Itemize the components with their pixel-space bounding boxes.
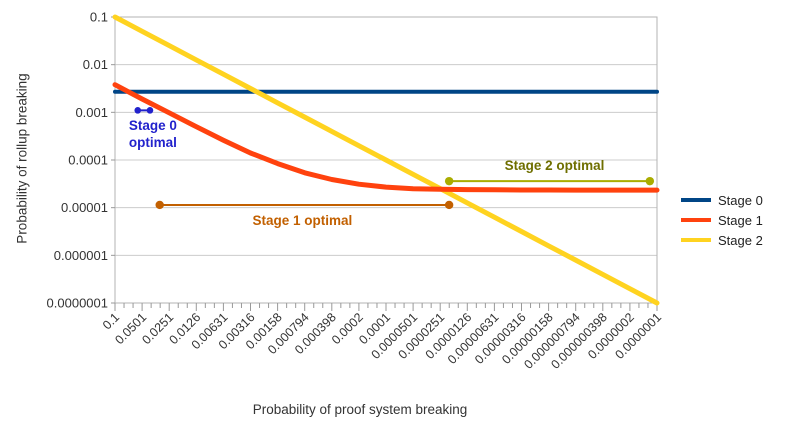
x-tick-label: 0.1 (100, 310, 122, 332)
y-tick-label: 0.0001 (68, 153, 108, 168)
annotation-stage-0-optimal-dot-start (134, 107, 142, 114)
annotation-stage-2-optimal-dot-start (444, 176, 454, 186)
y-tick-label: 0.001 (75, 105, 108, 120)
x-axis-title: Probability of proof system breaking (252, 402, 468, 417)
annotation-stage-1-optimal-label: Stage 1 optimal (252, 212, 353, 228)
legend-item-stage-0: Stage 0 (681, 190, 763, 210)
legend-label: Stage 1 (718, 212, 763, 228)
annotation-stage-2-optimal-dot-end (645, 176, 655, 186)
y-tick-label: 0.000001 (54, 248, 108, 263)
legend-swatch (681, 198, 711, 202)
legend: Stage 0 Stage 1 Stage 2 (681, 190, 763, 250)
legend-swatch (681, 238, 711, 242)
y-tick-label: 0.00001 (61, 200, 108, 215)
annotation-stage-1-optimal-dot-start (155, 200, 164, 210)
legend-swatch (681, 218, 711, 222)
annotation-stage-1-optimal-dot-end (444, 200, 454, 210)
legend-label: Stage 0 (718, 192, 763, 208)
legend-item-stage-2: Stage 2 (681, 230, 763, 250)
series-line-stage-2 (112, 14, 660, 306)
y-axis-title: Probability of rollup breaking (14, 73, 30, 244)
legend-item-stage-1: Stage 1 (681, 210, 763, 230)
annotation-stage-2-optimal-label: Stage 2 optimal (504, 158, 605, 174)
y-tick-label: 0.0000001 (47, 296, 108, 311)
annotation-stage-0-optimal-label: Stage 0 optimal (128, 118, 177, 151)
legend-label: Stage 2 (718, 232, 763, 248)
y-tick-label: 0.01 (83, 57, 108, 72)
y-tick-label: 0.1 (90, 10, 108, 25)
annotation-stage-0-optimal-dot-end (146, 107, 154, 114)
series-line-stage-1 (112, 82, 660, 193)
